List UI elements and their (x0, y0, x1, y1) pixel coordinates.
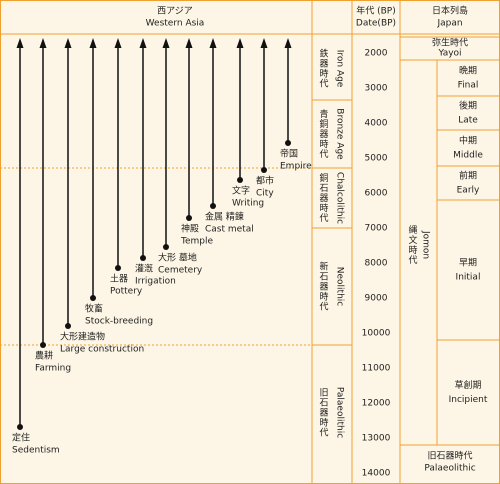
event-ja: 大形 墓地 (158, 252, 197, 264)
phase-en: Middle (453, 151, 483, 161)
period-en: Bronze Age (335, 108, 345, 160)
phase-ja: 前期 (459, 170, 477, 182)
phase-ja: 後期 (459, 100, 477, 112)
phase-ja: 中期 (459, 135, 477, 147)
event-dot (65, 323, 71, 329)
event-ja: 都市 (256, 175, 274, 187)
event-en: Empire (280, 162, 312, 172)
event-en: Temple (180, 237, 213, 247)
year-label: 13000 (362, 434, 391, 444)
arrow-head (236, 38, 244, 48)
event-en: Stock-breeding (85, 317, 153, 327)
phase-en: Initial (456, 273, 481, 283)
arrow-head (139, 38, 147, 48)
event-dot (285, 140, 291, 146)
jomon-en: Jomon (421, 230, 431, 259)
header-label: 年代 (BP) (356, 5, 396, 17)
phase-ja: 早期 (459, 258, 477, 269)
event-dot (261, 167, 267, 173)
event-ja: 神殿 (181, 223, 199, 235)
event-en: Cast metal (205, 225, 254, 235)
arrow-head (16, 38, 24, 48)
arrow-head (162, 38, 170, 48)
year-label: 6000 (365, 189, 388, 199)
arrow-head (185, 38, 193, 48)
arrow-head (260, 38, 268, 48)
arrow-head (64, 38, 72, 48)
header-label: Japan (436, 19, 462, 29)
event-dot (115, 265, 121, 271)
arrow-head (209, 38, 217, 48)
event-en: Writing (232, 199, 264, 209)
event-ja: 灌漑 (135, 263, 153, 275)
jomon-ja: 縄文時代 (407, 225, 418, 265)
event-en: Farming (35, 364, 71, 374)
event-ja: 金属 精錬 (205, 211, 244, 223)
event-dot (17, 424, 23, 430)
arrow-head (284, 38, 292, 48)
phase-en: Early (457, 186, 480, 196)
year-label: 12000 (362, 399, 391, 409)
yayoi-en: Yayoi (437, 49, 461, 59)
period-en: Palaeolithic (335, 387, 345, 438)
event-ja: 農耕 (35, 350, 53, 362)
event-dot (186, 215, 192, 221)
year-label: 7000 (365, 224, 388, 234)
event-ja: 文字 (232, 185, 250, 197)
phase-en: Final (458, 81, 479, 91)
phase-ja: 草創期 (454, 379, 481, 391)
yayoi-ja: 弥生時代 (432, 37, 468, 49)
event-dot (40, 342, 46, 348)
year-label: 3000 (365, 84, 388, 94)
event-en: City (256, 189, 274, 199)
period-ja: 新石器時代 (318, 260, 329, 311)
palaeo-en: Palaeolithic (424, 464, 475, 474)
event-dot (90, 295, 96, 301)
header-label: 日本列島 (432, 5, 468, 17)
header-label: Western Asia (146, 19, 205, 29)
phase-en: Late (458, 116, 478, 126)
year-label: 9000 (365, 294, 388, 304)
event-dot (210, 203, 216, 209)
event-ja: 大形建造物 (60, 331, 105, 343)
header-label: Date(BP) (356, 19, 396, 29)
year-label: 2000 (365, 49, 388, 59)
event-en: Sedentism (12, 446, 60, 456)
year-label: 14000 (362, 469, 391, 479)
year-label: 4000 (365, 119, 388, 129)
period-ja: 鉄器時代 (318, 47, 329, 88)
event-ja: 帝国 (280, 148, 298, 160)
event-dot (140, 255, 146, 261)
period-ja: 青銅器時代 (318, 108, 329, 159)
period-en: Neolithic (335, 267, 345, 307)
period-en: Iron Age (335, 50, 345, 88)
arrow-head (114, 38, 122, 48)
period-en: Chalcolithic (335, 172, 345, 224)
arrow-head (89, 38, 97, 48)
event-ja: 土器 (110, 273, 128, 285)
phase-ja: 晩期 (459, 66, 477, 77)
event-en: Pottery (110, 287, 143, 297)
event-en: Large construction (60, 345, 144, 355)
year-label: 10000 (362, 329, 391, 339)
event-dot (237, 177, 243, 183)
event-en: Irrigation (135, 277, 176, 287)
event-ja: 定住 (12, 432, 30, 444)
phase-en: Incipient (449, 395, 488, 405)
event-ja: 牧畜 (85, 303, 103, 315)
event-en: Cemetery (158, 266, 203, 276)
period-ja: 銅石器時代 (318, 172, 329, 223)
palaeo-ja: 旧石器時代 (427, 451, 472, 462)
year-label: 8000 (365, 259, 388, 269)
event-dot (163, 244, 169, 250)
arrow-head (39, 38, 47, 48)
header-label: 西アジア (157, 6, 193, 17)
year-label: 11000 (362, 364, 391, 374)
year-label: 5000 (365, 154, 388, 164)
period-ja: 旧石器時代 (318, 387, 329, 437)
